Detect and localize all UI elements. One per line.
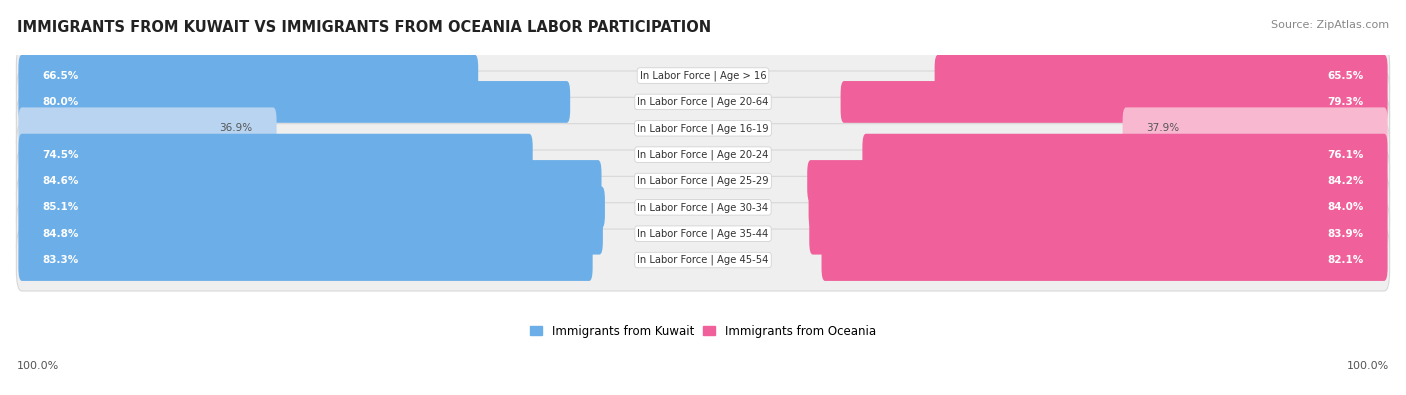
FancyBboxPatch shape [808, 186, 1388, 228]
FancyBboxPatch shape [810, 213, 1388, 254]
Text: 84.2%: 84.2% [1327, 176, 1364, 186]
Legend: Immigrants from Kuwait, Immigrants from Oceania: Immigrants from Kuwait, Immigrants from … [530, 325, 876, 338]
Text: 76.1%: 76.1% [1327, 150, 1364, 160]
Text: 83.3%: 83.3% [42, 255, 79, 265]
FancyBboxPatch shape [17, 124, 1389, 186]
Text: 36.9%: 36.9% [219, 123, 253, 133]
Text: 82.1%: 82.1% [1327, 255, 1364, 265]
FancyBboxPatch shape [17, 150, 1389, 212]
Text: In Labor Force | Age 25-29: In Labor Force | Age 25-29 [637, 176, 769, 186]
FancyBboxPatch shape [18, 107, 277, 149]
FancyBboxPatch shape [18, 81, 571, 123]
Text: IMMIGRANTS FROM KUWAIT VS IMMIGRANTS FROM OCEANIA LABOR PARTICIPATION: IMMIGRANTS FROM KUWAIT VS IMMIGRANTS FRO… [17, 20, 711, 35]
FancyBboxPatch shape [17, 97, 1389, 159]
Text: In Labor Force | Age 16-19: In Labor Force | Age 16-19 [637, 123, 769, 134]
Text: 84.0%: 84.0% [1327, 202, 1364, 213]
FancyBboxPatch shape [18, 186, 605, 228]
Text: In Labor Force | Age > 16: In Labor Force | Age > 16 [640, 70, 766, 81]
Text: 85.1%: 85.1% [42, 202, 79, 213]
FancyBboxPatch shape [841, 81, 1388, 123]
Text: 84.8%: 84.8% [42, 229, 79, 239]
FancyBboxPatch shape [18, 213, 603, 254]
Text: 66.5%: 66.5% [42, 71, 79, 81]
FancyBboxPatch shape [807, 160, 1388, 202]
Text: 100.0%: 100.0% [1347, 361, 1389, 371]
Text: 79.3%: 79.3% [1327, 97, 1364, 107]
FancyBboxPatch shape [821, 239, 1388, 281]
FancyBboxPatch shape [1122, 107, 1388, 149]
FancyBboxPatch shape [17, 45, 1389, 107]
Text: 74.5%: 74.5% [42, 150, 79, 160]
FancyBboxPatch shape [17, 203, 1389, 265]
FancyBboxPatch shape [18, 160, 602, 202]
FancyBboxPatch shape [18, 134, 533, 175]
FancyBboxPatch shape [18, 239, 593, 281]
FancyBboxPatch shape [862, 134, 1388, 175]
FancyBboxPatch shape [17, 177, 1389, 238]
Text: In Labor Force | Age 35-44: In Labor Force | Age 35-44 [637, 228, 769, 239]
Text: 65.5%: 65.5% [1327, 71, 1364, 81]
Text: 37.9%: 37.9% [1146, 123, 1180, 133]
FancyBboxPatch shape [935, 55, 1388, 96]
FancyBboxPatch shape [17, 229, 1389, 291]
FancyBboxPatch shape [18, 55, 478, 96]
Text: 83.9%: 83.9% [1327, 229, 1364, 239]
Text: In Labor Force | Age 20-24: In Labor Force | Age 20-24 [637, 149, 769, 160]
Text: In Labor Force | Age 30-34: In Labor Force | Age 30-34 [637, 202, 769, 213]
Text: 84.6%: 84.6% [42, 176, 79, 186]
FancyBboxPatch shape [17, 71, 1389, 133]
Text: In Labor Force | Age 20-64: In Labor Force | Age 20-64 [637, 97, 769, 107]
Text: In Labor Force | Age 45-54: In Labor Force | Age 45-54 [637, 255, 769, 265]
Text: 80.0%: 80.0% [42, 97, 79, 107]
Text: 100.0%: 100.0% [17, 361, 59, 371]
Text: Source: ZipAtlas.com: Source: ZipAtlas.com [1271, 20, 1389, 30]
